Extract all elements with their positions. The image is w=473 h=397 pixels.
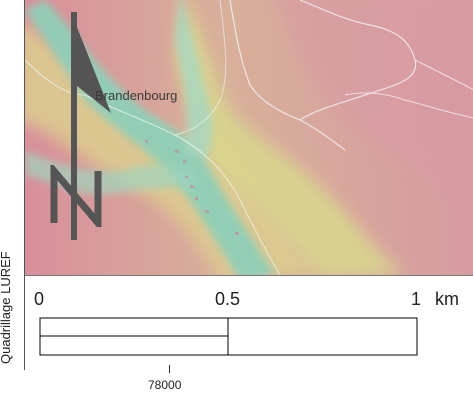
scale-bar-boxes [39, 317, 418, 356]
road-line [344, 92, 473, 119]
north-arrow [71, 12, 111, 240]
terrain-valley [175, 0, 213, 160]
terrain-slope-band [175, 0, 405, 275]
road-line [414, 59, 473, 91]
map-canvas[interactable] [25, 0, 473, 275]
place-label: Brandenbourg [95, 88, 178, 103]
scale-unit: km [435, 289, 459, 309]
terrain-upland [278, 0, 473, 194]
scale-label-mid: 0.5 [215, 289, 241, 309]
scale-bar: 0 0.5 1 km [25, 275, 473, 370]
scale-label-end: 1 [411, 289, 422, 309]
road-line [84, 94, 281, 275]
scale-label-start: 0 [34, 289, 45, 309]
road-line [25, 59, 86, 96]
road-line [229, 0, 346, 151]
north-arrow-head [71, 12, 111, 113]
map-frame: 0 0.5 1 km [24, 0, 473, 370]
building-cluster [145, 140, 239, 235]
north-letter [50, 165, 102, 227]
grid-side-label: Quadrillage LUREF [0, 251, 13, 364]
grid-tick-mark [169, 365, 170, 373]
road-line [174, 0, 227, 136]
grid-tick-label: 78000 [148, 378, 182, 392]
